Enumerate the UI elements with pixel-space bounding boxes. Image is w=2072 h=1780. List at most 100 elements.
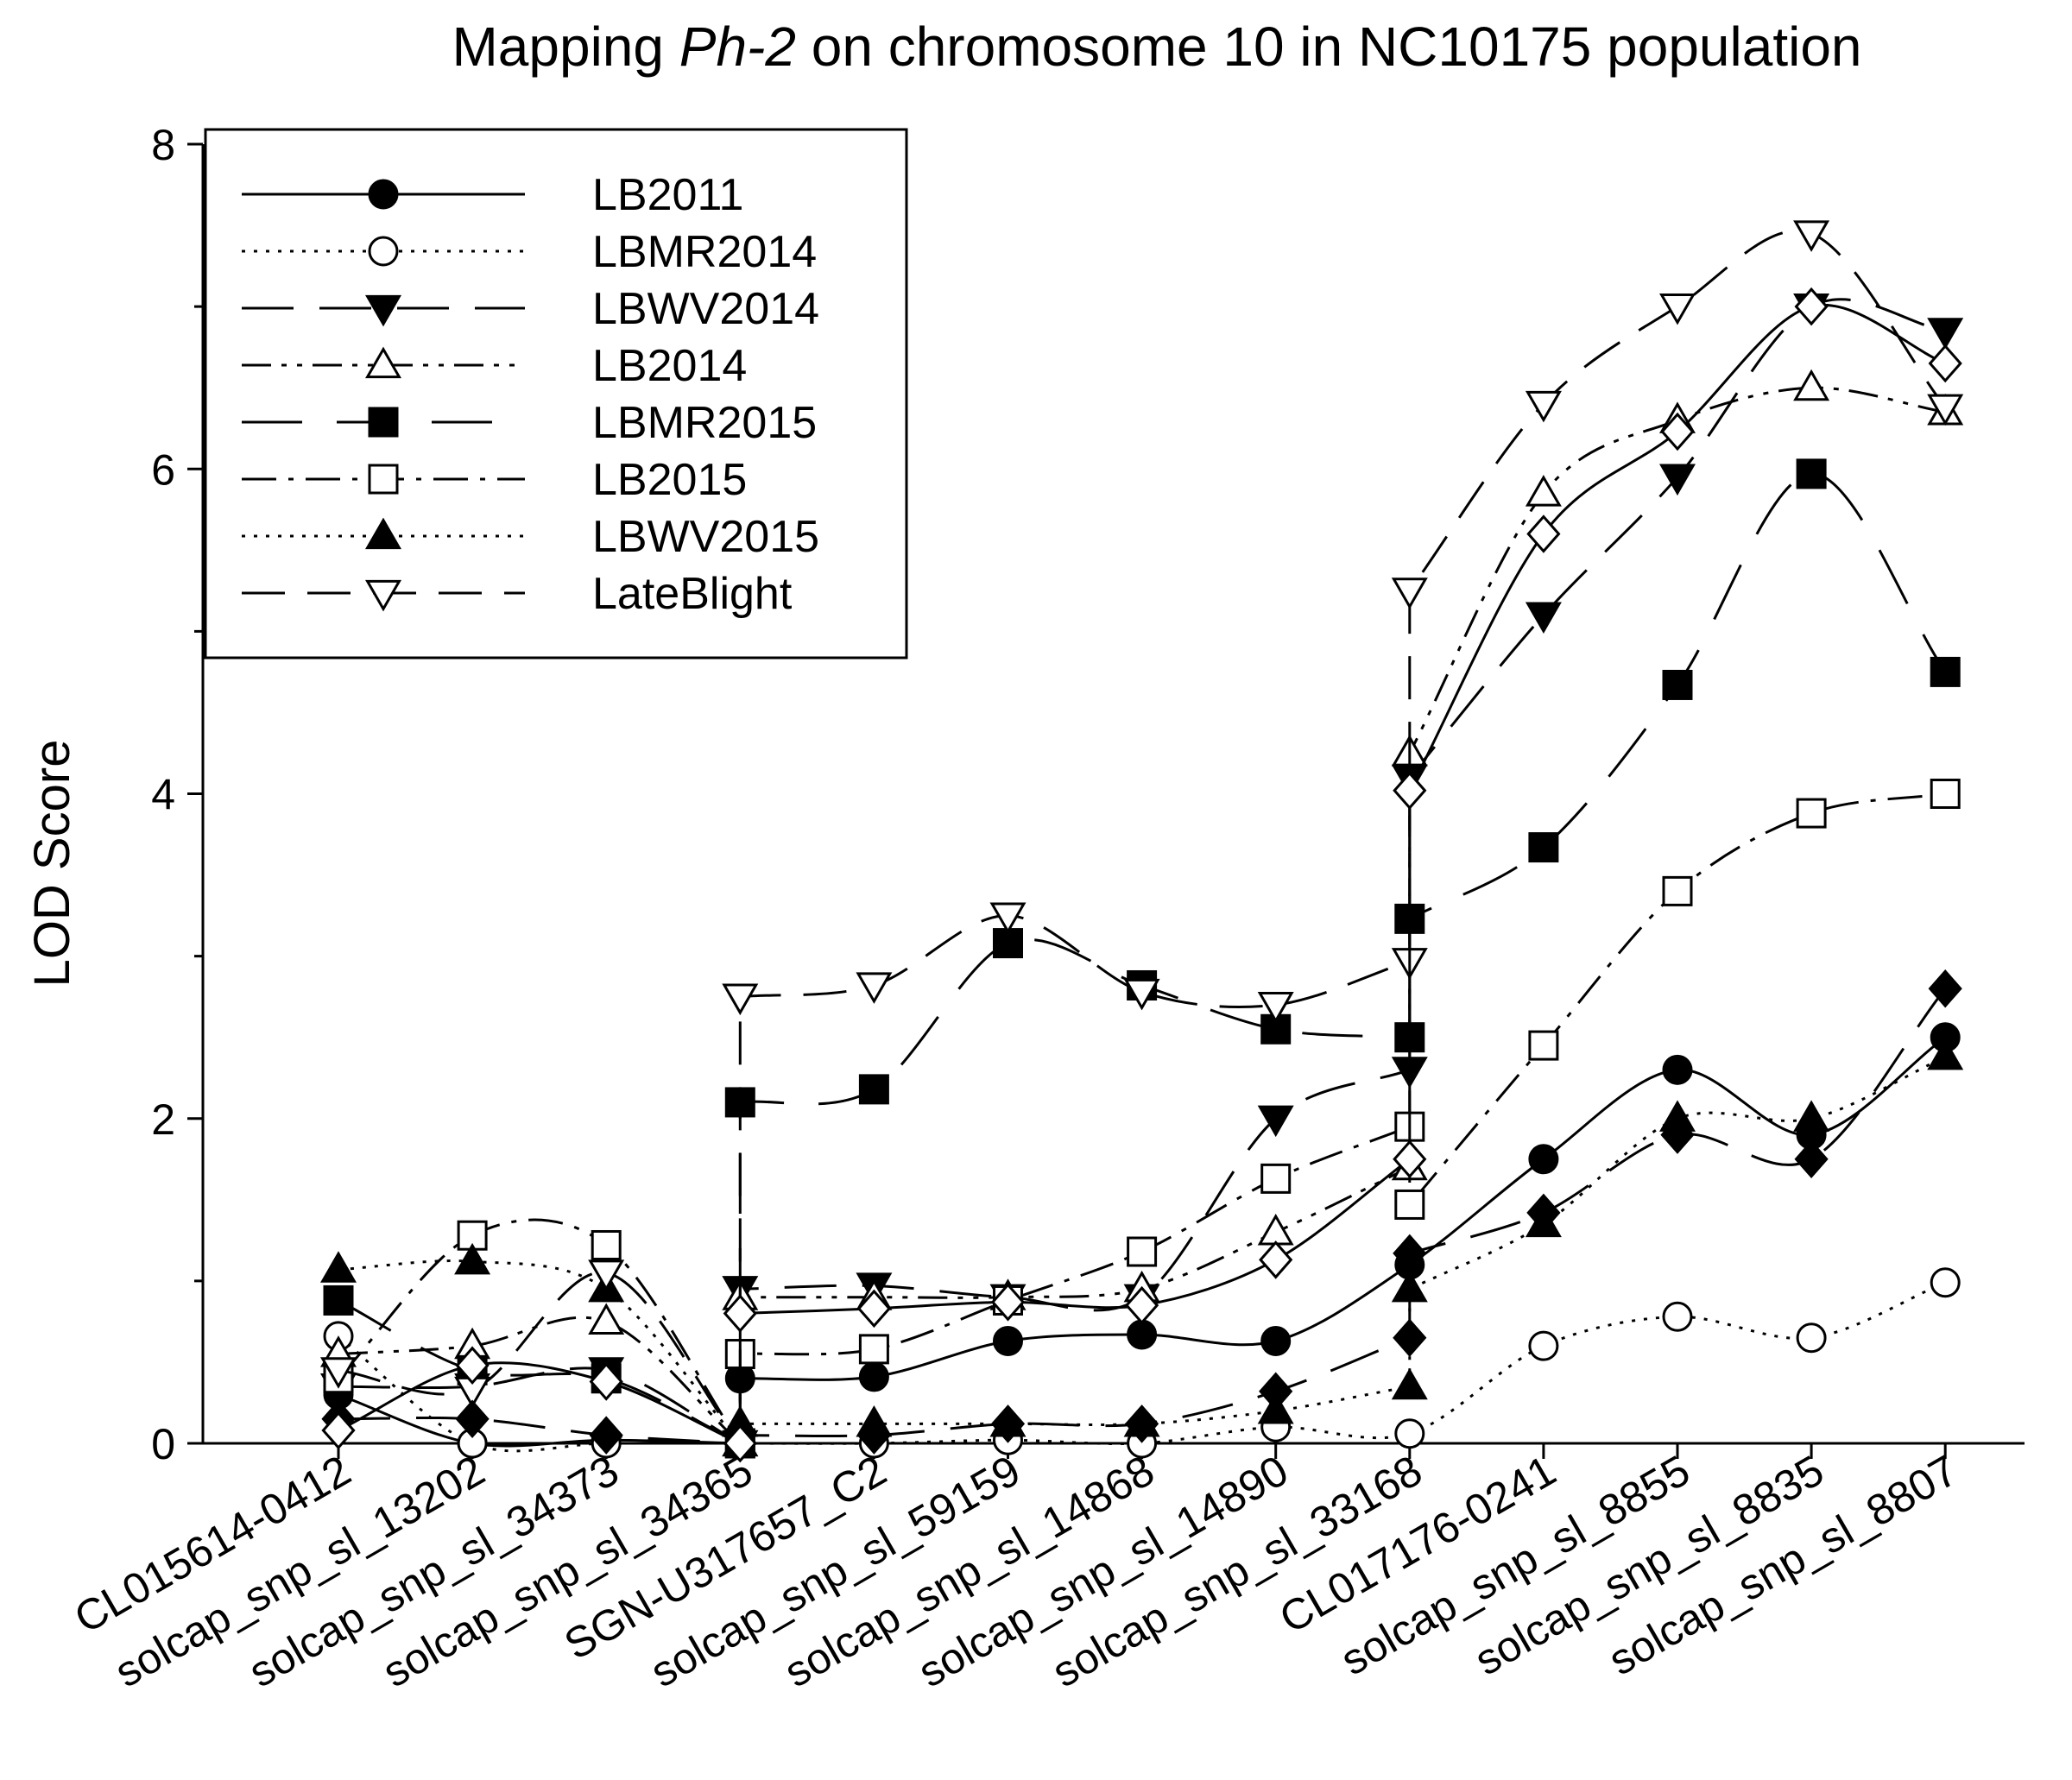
data-point-lb2011 bbox=[1260, 1325, 1292, 1356]
data-point-lateblight bbox=[1927, 394, 1964, 426]
data-point-unlabeled-8 bbox=[455, 1399, 490, 1439]
data-point-unlabeled-9 bbox=[1794, 287, 1829, 326]
data-point-unlabeled-9 bbox=[1660, 412, 1695, 451]
legend-item-lbmr2015: LBMR2015 bbox=[242, 398, 817, 448]
data-point-lateblight bbox=[722, 983, 759, 1016]
data-point-lbmr2014 bbox=[1662, 1301, 1693, 1332]
data-point-lbmr2014 bbox=[1528, 1330, 1559, 1361]
legend-item-lateblight: LateBlight bbox=[242, 569, 793, 619]
data-point-unlabeled-9 bbox=[990, 1283, 1026, 1322]
series-line-lbmr2015 bbox=[338, 472, 1947, 1446]
data-point-unlabeled-8 bbox=[1660, 1115, 1695, 1154]
data-point-lateblight bbox=[989, 902, 1027, 935]
y-tick-label: 6 bbox=[151, 445, 175, 494]
data-point-lbmr2015 bbox=[858, 1074, 889, 1105]
data-point-lateblight bbox=[320, 1357, 357, 1389]
data-point-unlabeled-9 bbox=[1125, 1285, 1159, 1325]
legend-box bbox=[204, 128, 908, 660]
data-point-lbwv2015 bbox=[454, 1242, 491, 1275]
data-point-lb2015 bbox=[591, 1229, 622, 1260]
y-axis-label: LOD Score bbox=[24, 740, 80, 988]
data-point-lb2015 bbox=[1394, 1189, 1425, 1220]
data-point-lb2011 bbox=[1127, 1319, 1158, 1350]
data-point-unlabeled-8 bbox=[990, 1404, 1026, 1443]
legend-marker-lb2014 bbox=[365, 346, 401, 379]
legend-label-lateblight: LateBlight bbox=[592, 569, 793, 619]
legend-item-lb2014: LB2014 bbox=[242, 341, 747, 391]
data-point-lbwv2015 bbox=[1793, 1100, 1830, 1132]
data-point-lbwv2015 bbox=[320, 1251, 357, 1283]
series-layer bbox=[320, 220, 1964, 1463]
data-point-lb2015 bbox=[1796, 798, 1827, 829]
data-point-lbmr2015 bbox=[1796, 458, 1827, 489]
legend-label-lb2014: LB2014 bbox=[592, 341, 747, 391]
legend-marker-lbmr2015 bbox=[368, 407, 399, 438]
data-point-lbwv2014 bbox=[1257, 1105, 1294, 1138]
data-point-lb2015 bbox=[1528, 1030, 1559, 1061]
data-point-unlabeled-9 bbox=[1393, 1139, 1427, 1179]
data-point-lbmr2014 bbox=[1930, 1267, 1961, 1298]
data-point-unlabeled-9 bbox=[321, 1411, 356, 1450]
legend-marker-lb2011 bbox=[368, 179, 399, 210]
data-point-lateblight bbox=[856, 972, 893, 1004]
legend-marker-lbwv2014 bbox=[365, 294, 401, 327]
data-point-lb2014 bbox=[588, 1303, 625, 1335]
data-point-unlabeled-9 bbox=[723, 1423, 757, 1463]
series-lateblight bbox=[320, 220, 1964, 1462]
data-point-lbwv2014 bbox=[1927, 318, 1964, 350]
data-point-lbmr2015 bbox=[1662, 669, 1693, 700]
data-point-lb2011 bbox=[1662, 1054, 1693, 1085]
legend: LB2011 LBMR2014 LBWV2014 LB2014 LBMR2015 LB20… bbox=[204, 128, 908, 660]
legend-label-lb2015: LB2015 bbox=[592, 455, 747, 505]
data-point-unlabeled-9 bbox=[856, 1289, 891, 1329]
legend-marker-lbwv2015 bbox=[365, 517, 401, 550]
title-part-post: on chromosome 10 in NC10175 population bbox=[796, 16, 1862, 78]
data-point-lb2014 bbox=[1793, 369, 1830, 401]
data-point-unlabeled-9 bbox=[455, 1346, 490, 1385]
data-point-lateblight bbox=[1525, 390, 1562, 423]
data-point-lb2015 bbox=[858, 1334, 889, 1365]
legend-marker-lateblight bbox=[365, 579, 401, 612]
data-point-lb2015 bbox=[1127, 1236, 1158, 1267]
y-tick-label: 2 bbox=[151, 1095, 175, 1144]
title-part-pre: Mapping bbox=[452, 16, 679, 78]
legend-label-lb2011: LB2011 bbox=[592, 170, 743, 220]
data-point-lbwv2014 bbox=[1659, 464, 1696, 496]
data-point-unlabeled-8 bbox=[1125, 1404, 1159, 1443]
data-point-lateblight bbox=[1257, 991, 1294, 1024]
y-tick-label: 4 bbox=[151, 771, 175, 819]
data-point-lbmr2015 bbox=[1930, 656, 1961, 687]
data-point-lateblight bbox=[1123, 978, 1160, 1011]
legend-item-lbwv2014: LBWV2014 bbox=[242, 284, 819, 334]
y-tick-label: 8 bbox=[151, 121, 175, 169]
legend-label-lbwv2015: LBWV2015 bbox=[592, 512, 819, 562]
data-point-lbmr2015 bbox=[1528, 832, 1559, 863]
legend-item-lbmr2014: LBMR2014 bbox=[242, 227, 817, 277]
data-point-unlabeled-8 bbox=[1393, 1318, 1427, 1357]
data-point-lb2011 bbox=[1528, 1144, 1559, 1175]
data-point-lbmr2014 bbox=[1796, 1322, 1827, 1354]
data-point-lateblight bbox=[1793, 220, 1830, 252]
data-point-lb2014 bbox=[1525, 475, 1562, 507]
data-point-unlabeled-8 bbox=[856, 1416, 891, 1455]
legend-marker-lbmr2014 bbox=[368, 236, 399, 267]
legend-item-lb2015: LB2015 bbox=[242, 455, 747, 505]
data-point-unlabeled-8 bbox=[1259, 1372, 1293, 1411]
data-point-lateblight bbox=[588, 1259, 625, 1291]
data-point-unlabeled-8 bbox=[1794, 1139, 1829, 1179]
chart-title: Mapping Ph-2 on chromosome 10 in NC10175… bbox=[452, 16, 1861, 78]
data-point-lb2015 bbox=[1662, 875, 1693, 906]
y-tick-label: 0 bbox=[151, 1420, 175, 1468]
legend-label-lbwv2014: LBWV2014 bbox=[592, 284, 819, 334]
series-unlabeled-8 bbox=[321, 969, 1962, 1463]
data-point-lateblight bbox=[1659, 294, 1696, 325]
data-point-lbwv2015 bbox=[1391, 1367, 1428, 1400]
data-point-unlabeled-9 bbox=[1928, 344, 1962, 383]
data-point-lb2011 bbox=[858, 1361, 889, 1392]
legend-item-lbwv2015: LBWV2015 bbox=[242, 512, 819, 562]
legend-item-lb2011: LB2011 bbox=[242, 170, 743, 220]
data-point-unlabeled-9 bbox=[723, 1294, 757, 1333]
data-point-lb2011 bbox=[993, 1325, 1023, 1356]
data-point-lbwv2015 bbox=[1927, 1038, 1964, 1070]
